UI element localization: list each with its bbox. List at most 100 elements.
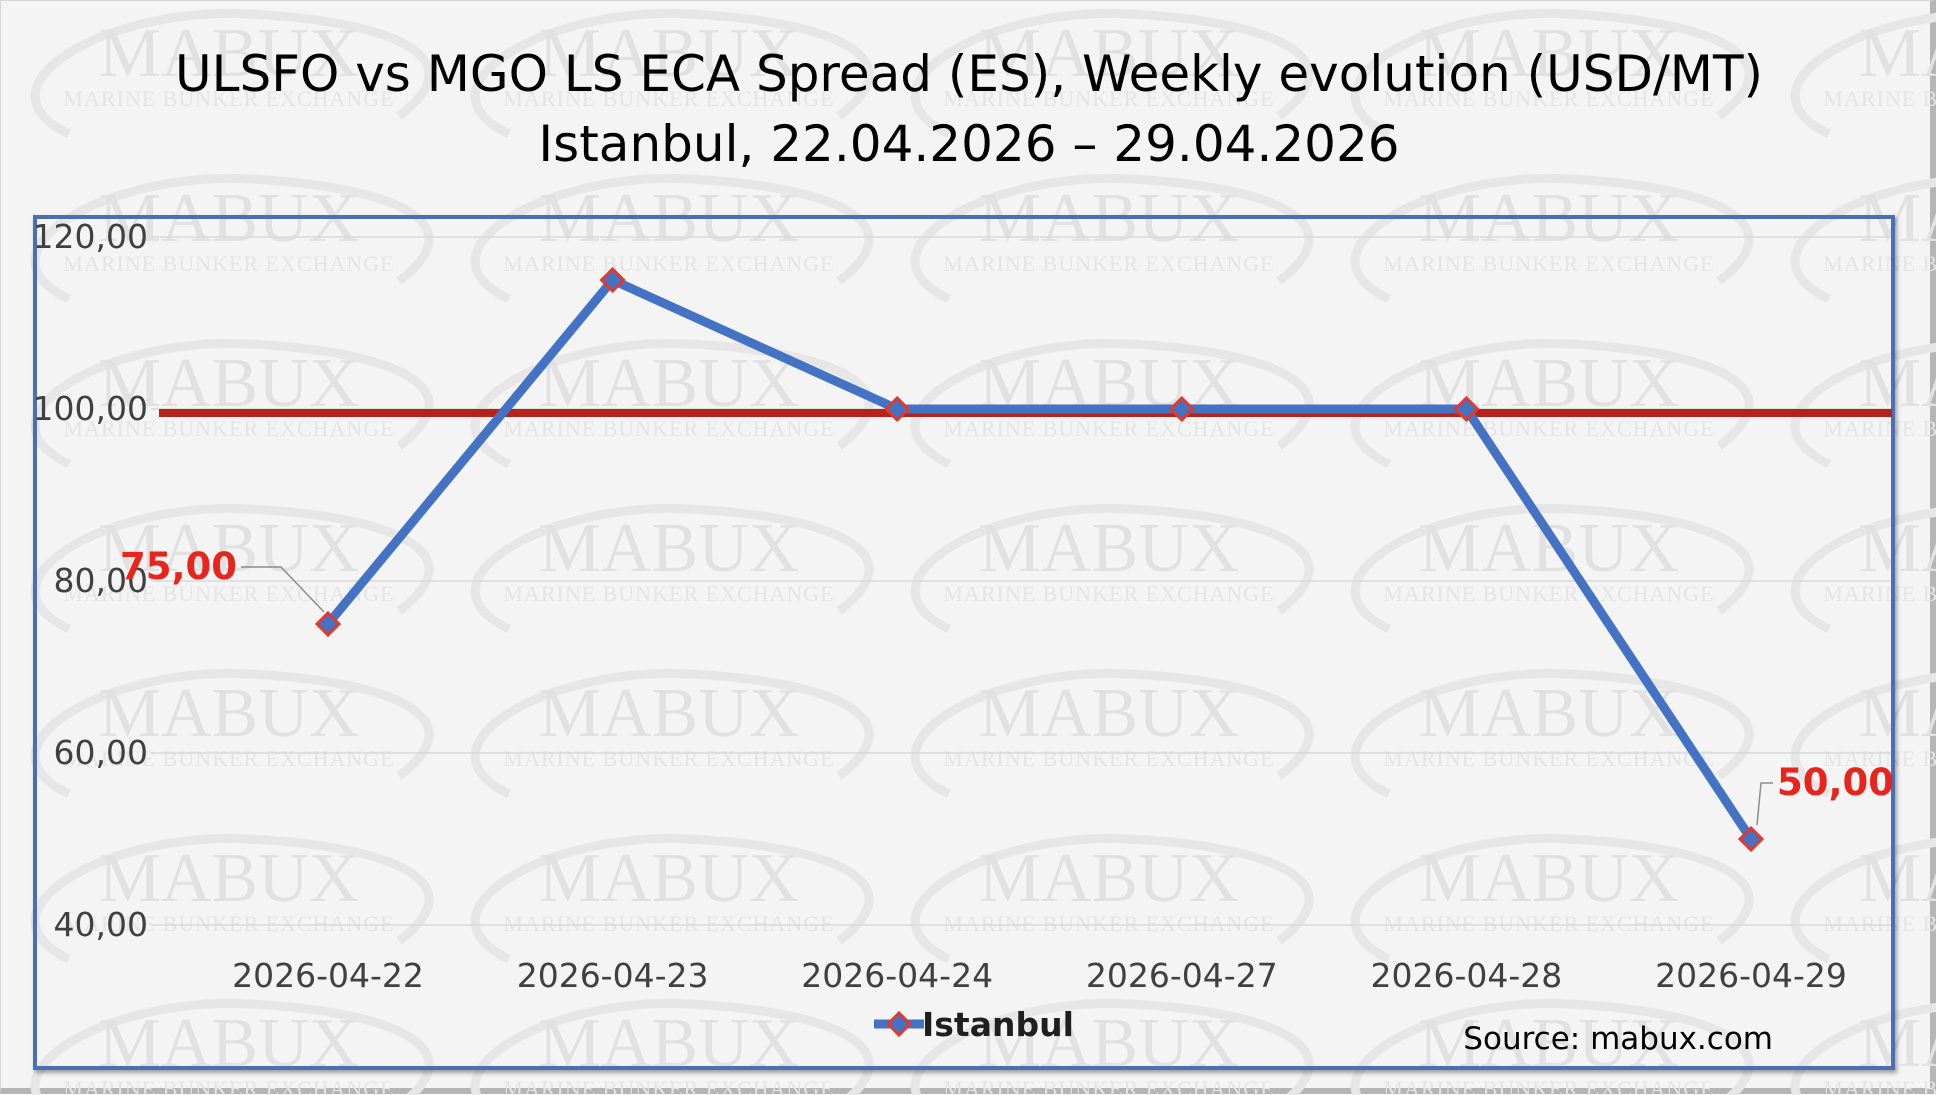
watermark-swoosh (910, 998, 1314, 1095)
watermark-word: MABUX (979, 15, 1240, 92)
watermark-swoosh (910, 833, 1314, 964)
data-point-marker (1737, 825, 1765, 853)
watermark-swoosh (1790, 507, 1936, 634)
watermark-word: MABUX (539, 15, 800, 92)
watermark-subtitle: MARINE BUNKER EXCHANGE (943, 86, 1274, 111)
watermark-subtitle: MARINE BUNKER EXCHANGE (503, 1076, 834, 1095)
watermark-swoosh (1350, 503, 1754, 634)
watermark-word: MABUX (99, 675, 360, 752)
watermark-swoosh (1790, 837, 1936, 964)
watermark-swoosh (910, 668, 1314, 799)
watermark-subtitle: MARINE BUNKER EXCHANGE (943, 416, 1274, 441)
data-label-leader (241, 566, 325, 613)
watermark-word: MABUX (1859, 510, 1936, 587)
watermark-subtitle: MARINE BUNKER EXCHANGE (1823, 911, 1936, 936)
y-tick-label: 100,00 (33, 389, 148, 428)
watermark-word: MABUX (1859, 675, 1936, 752)
watermark-swoosh (470, 503, 874, 634)
legend: Istanbul (874, 1005, 1074, 1044)
watermark-word: MABUX (99, 15, 360, 92)
watermark-swoosh (1790, 12, 1936, 139)
watermark-subtitle: MARINE BUNKER EXCHANGE (1823, 416, 1936, 441)
watermark-word: MABUX (539, 675, 800, 752)
watermark-subtitle: MARINE BUNKER EXCHANGE (1383, 581, 1714, 606)
watermark-swoosh (910, 8, 1314, 139)
watermark-word: MABUX (99, 840, 360, 917)
watermark-swoosh (470, 173, 874, 304)
watermark-subtitle: MARINE BUNKER EXCHANGE (1383, 911, 1714, 936)
watermark-subtitle: MARINE BUNKER EXCHANGE (1823, 86, 1936, 111)
watermark-swoosh (910, 503, 1314, 634)
watermark-subtitle: MARINE BUNKER EXCHANGE (943, 251, 1274, 276)
watermark-word: MABUX (539, 840, 800, 917)
watermark-swoosh (30, 503, 434, 634)
watermark-word: MABUX (1419, 675, 1680, 752)
watermark-subtitle: MARINE BUNKER EXCHANGE (1823, 581, 1936, 606)
y-tick-label: 40,00 (54, 905, 148, 944)
legend-swatch-marker (885, 1010, 913, 1038)
watermark-word: MABUX (1859, 15, 1936, 92)
watermark-subtitle: MARINE BUNKER EXCHANGE (943, 911, 1274, 936)
watermark-swoosh (30, 998, 434, 1095)
watermark-swoosh (30, 338, 434, 469)
watermark-subtitle: MARINE BUNKER EXCHANGE (503, 251, 834, 276)
watermark-subtitle: MARINE BUNKER EXCHANGE (943, 746, 1274, 771)
watermark-swoosh (30, 8, 434, 139)
watermark-subtitle: MARINE BUNKER EXCHANGE (1383, 1076, 1714, 1095)
watermark-swoosh (1790, 1002, 1936, 1095)
watermark-subtitle: MARINE BUNKER EXCHANGE (1823, 251, 1936, 276)
plot-frame (33, 215, 1895, 1070)
y-tick-label: 60,00 (54, 733, 148, 772)
watermark-subtitle: MARINE BUNKER EXCHANGE (1383, 251, 1714, 276)
gridlines (151, 236, 1891, 926)
data-point-marker (1453, 395, 1480, 423)
watermark-swoosh (910, 173, 1314, 304)
data-point-marker (1168, 395, 1195, 423)
x-tick-label: 2026-04-23 (517, 956, 709, 995)
watermark-subtitle: MARINE BUNKER EXCHANGE (503, 746, 834, 771)
watermark-subtitle: MARINE BUNKER EXCHANGE (503, 581, 834, 606)
watermark-swoosh (470, 833, 874, 964)
watermark-subtitle: MARINE BUNKER EXCHANGE (1383, 416, 1714, 441)
watermark-word: MABUX (979, 510, 1240, 587)
watermark-subtitle: MARINE BUNKER EXCHANGE (1823, 1076, 1936, 1095)
watermark-swoosh (1790, 177, 1936, 304)
data-point-marker (314, 610, 342, 638)
y-tick-label: 80,00 (54, 561, 148, 600)
watermark-subtitle: MARINE BUNKER EXCHANGE (63, 581, 394, 606)
chart-title: ULSFO vs MGO LS ECA Spread (ES), Weekly … (175, 45, 1763, 103)
source-credit: Source: mabux.com (1463, 1021, 1773, 1057)
watermark-subtitle: MARINE BUNKER EXCHANGE (943, 581, 1274, 606)
watermark-word: MABUX (99, 510, 360, 587)
watermark-swoosh (1790, 672, 1936, 799)
data-label: 50,00 (1777, 761, 1894, 804)
watermark-swoosh (470, 668, 874, 799)
data-point-marker (599, 266, 626, 294)
x-tick-label: 2026-04-28 (1371, 956, 1563, 995)
watermark-word: MABUX (1419, 15, 1680, 92)
watermark-subtitle: MARINE BUNKER EXCHANGE (943, 1076, 1274, 1095)
watermark-word: MABUX (1419, 510, 1680, 587)
watermark-subtitle: MARINE BUNKER EXCHANGE (1383, 746, 1714, 771)
watermark-subtitle: MARINE BUNKER EXCHANGE (63, 86, 394, 111)
watermark-subtitle: MARINE BUNKER EXCHANGE (1383, 86, 1714, 111)
watermark-subtitle: MARINE BUNKER EXCHANGE (1823, 746, 1936, 771)
watermark-swoosh (30, 173, 434, 304)
